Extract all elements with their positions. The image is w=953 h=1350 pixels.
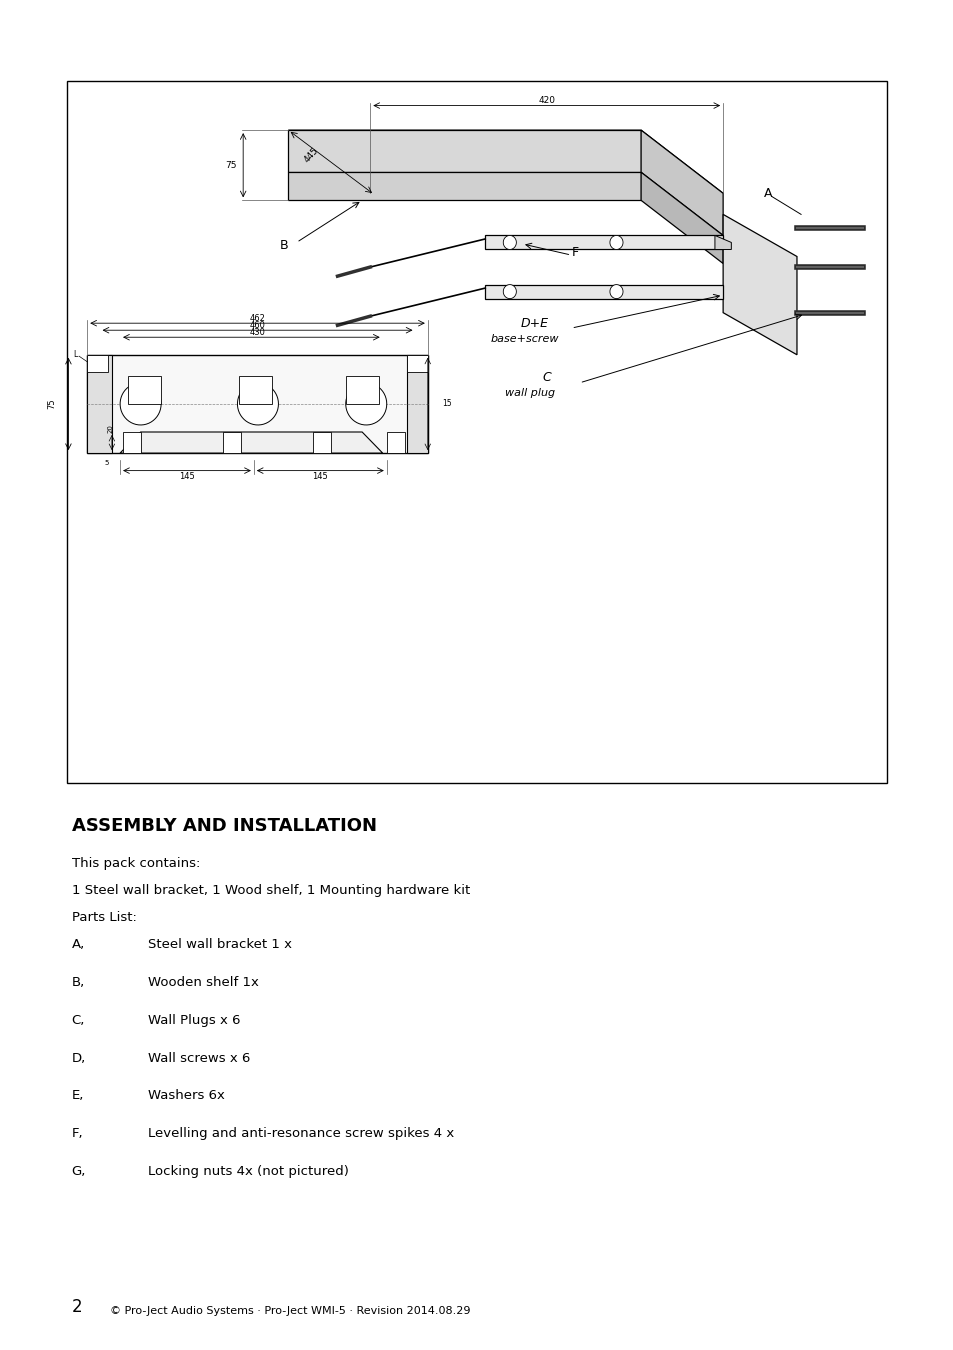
Polygon shape xyxy=(609,235,622,250)
Text: 145: 145 xyxy=(312,471,328,481)
Polygon shape xyxy=(288,130,640,173)
Polygon shape xyxy=(640,173,722,263)
Polygon shape xyxy=(503,285,516,298)
Text: 2: 2 xyxy=(71,1299,82,1316)
Text: F: F xyxy=(571,247,578,259)
Polygon shape xyxy=(88,355,427,454)
Text: Locking nuts 4x (not pictured): Locking nuts 4x (not pictured) xyxy=(148,1165,349,1179)
Text: 430: 430 xyxy=(249,328,265,336)
Text: 75: 75 xyxy=(225,161,236,170)
Text: A: A xyxy=(763,186,772,200)
Polygon shape xyxy=(128,375,161,404)
Text: L: L xyxy=(72,350,77,359)
Text: 445: 445 xyxy=(302,146,320,165)
Polygon shape xyxy=(503,235,516,250)
Polygon shape xyxy=(288,130,722,193)
Polygon shape xyxy=(407,355,427,454)
Polygon shape xyxy=(122,432,140,454)
Text: This pack contains:: This pack contains: xyxy=(71,857,200,871)
Text: Levelling and anti-resonance screw spikes 4 x: Levelling and anti-resonance screw spike… xyxy=(148,1127,454,1141)
Text: ASSEMBLY AND INSTALLATION: ASSEMBLY AND INSTALLATION xyxy=(71,817,376,834)
Text: E,: E, xyxy=(71,1089,84,1103)
Text: Steel wall bracket 1 x: Steel wall bracket 1 x xyxy=(148,938,292,952)
Text: Wall Plugs x 6: Wall Plugs x 6 xyxy=(148,1014,240,1027)
Polygon shape xyxy=(222,432,240,454)
Polygon shape xyxy=(345,383,386,425)
Text: 20: 20 xyxy=(107,424,113,433)
Text: B,: B, xyxy=(71,976,85,990)
Text: A,: A, xyxy=(71,938,85,952)
Polygon shape xyxy=(88,355,112,454)
Polygon shape xyxy=(609,285,622,298)
Polygon shape xyxy=(237,383,278,425)
Polygon shape xyxy=(714,235,731,250)
Text: 145: 145 xyxy=(179,471,195,481)
Polygon shape xyxy=(722,215,796,355)
Polygon shape xyxy=(88,355,108,373)
Polygon shape xyxy=(640,130,722,235)
Text: 1 Steel wall bracket, 1 Wood shelf, 1 Mounting hardware kit: 1 Steel wall bracket, 1 Wood shelf, 1 Mo… xyxy=(71,884,469,898)
Polygon shape xyxy=(120,432,382,454)
Polygon shape xyxy=(345,375,378,404)
Text: 15: 15 xyxy=(441,400,451,409)
Text: C: C xyxy=(542,371,551,383)
Text: D,: D, xyxy=(71,1052,86,1065)
Text: 462: 462 xyxy=(249,313,265,323)
Text: 75: 75 xyxy=(48,398,56,409)
Polygon shape xyxy=(386,432,404,454)
Text: D+E: D+E xyxy=(520,317,548,329)
Text: Washers 6x: Washers 6x xyxy=(148,1089,225,1103)
Text: Wooden shelf 1x: Wooden shelf 1x xyxy=(148,976,258,990)
Text: 420: 420 xyxy=(537,96,555,105)
Polygon shape xyxy=(120,383,161,425)
Polygon shape xyxy=(485,285,722,298)
Polygon shape xyxy=(485,235,722,250)
Text: 5: 5 xyxy=(104,460,109,466)
Text: base+screw: base+screw xyxy=(490,335,558,344)
Polygon shape xyxy=(313,432,331,454)
Polygon shape xyxy=(407,355,427,373)
Polygon shape xyxy=(288,173,640,200)
Polygon shape xyxy=(239,375,272,404)
Text: Parts List:: Parts List: xyxy=(71,911,136,925)
Text: C,: C, xyxy=(71,1014,85,1027)
Text: F,: F, xyxy=(71,1127,83,1141)
Text: 460: 460 xyxy=(249,321,265,329)
Text: © Pro-Ject Audio Systems · Pro-Ject WMI-5 · Revision 2014.08.29: © Pro-Ject Audio Systems · Pro-Ject WMI-… xyxy=(110,1307,470,1316)
Text: G,: G, xyxy=(71,1165,86,1179)
Bar xyxy=(67,81,886,783)
Text: wall plug: wall plug xyxy=(505,389,555,398)
Text: B: B xyxy=(279,239,288,252)
Text: Wall screws x 6: Wall screws x 6 xyxy=(148,1052,250,1065)
